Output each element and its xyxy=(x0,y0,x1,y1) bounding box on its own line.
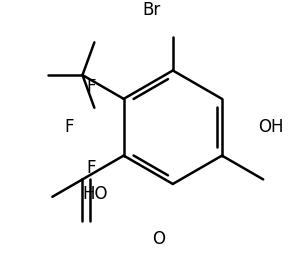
Text: Br: Br xyxy=(143,1,161,19)
Text: OH: OH xyxy=(258,118,284,136)
Text: O: O xyxy=(152,230,165,248)
Text: HO: HO xyxy=(82,185,108,203)
Text: F: F xyxy=(87,158,96,177)
Text: F: F xyxy=(65,118,74,136)
Text: F: F xyxy=(87,78,96,96)
